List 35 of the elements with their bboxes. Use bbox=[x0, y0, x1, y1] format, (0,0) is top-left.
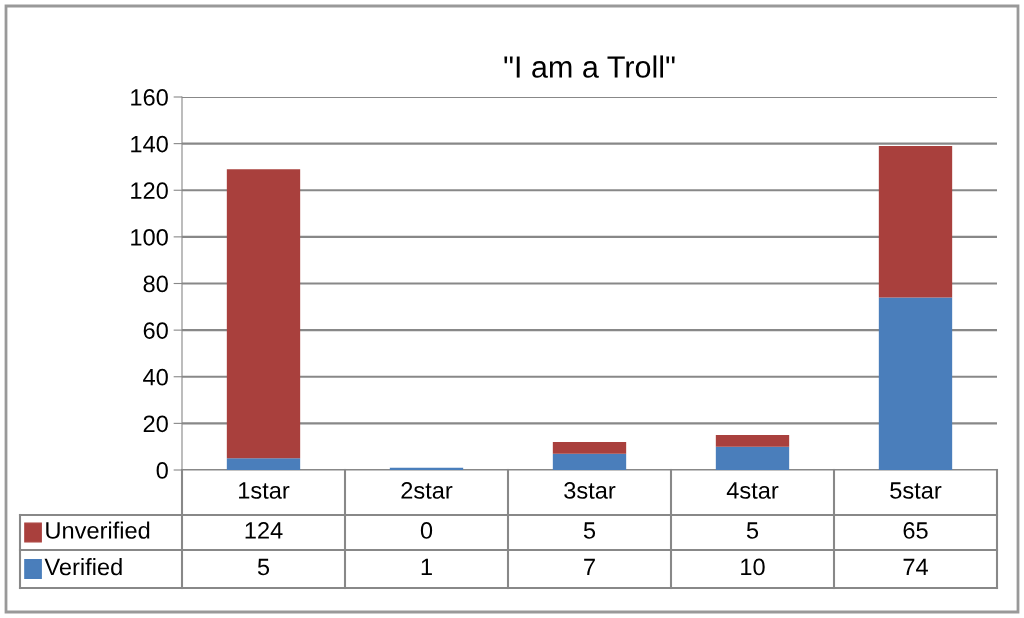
bar bbox=[552, 442, 627, 454]
y-tick-label: 40 bbox=[143, 368, 168, 386]
x-tick-label: 1star bbox=[239, 482, 290, 499]
data-label: 5 bbox=[257, 558, 270, 576]
y-tick-label: 20 bbox=[143, 415, 168, 433]
y-tick-label: 160 bbox=[131, 89, 168, 106]
x-tick-label: 2star bbox=[401, 482, 453, 499]
bar bbox=[226, 169, 301, 459]
legend-label: Verified bbox=[44, 557, 122, 576]
data-label: 1 bbox=[421, 558, 432, 576]
data-label: 7 bbox=[584, 558, 595, 576]
bar bbox=[552, 453, 627, 470]
legend-label: Unverified bbox=[46, 521, 150, 539]
data-label: 10 bbox=[741, 558, 765, 576]
bar bbox=[878, 297, 953, 470]
x-tick-label: 5star bbox=[890, 482, 942, 499]
bar bbox=[715, 435, 790, 447]
bar bbox=[878, 145, 953, 298]
x-tick-label: 4star bbox=[726, 482, 779, 499]
data-label: 5 bbox=[746, 522, 759, 539]
bar bbox=[715, 446, 790, 470]
data-label: 0 bbox=[420, 522, 433, 539]
data-label: 5 bbox=[583, 522, 596, 539]
y-tick-label: 60 bbox=[143, 322, 168, 339]
x-tick-label: 3star bbox=[564, 482, 616, 499]
data-label: 65 bbox=[903, 522, 928, 539]
data-label: 74 bbox=[903, 558, 928, 576]
bar bbox=[226, 458, 301, 470]
y-tick-label: 100 bbox=[131, 228, 168, 246]
chart-title: "I am a Troll" bbox=[504, 55, 675, 78]
y-tick-label: 80 bbox=[143, 275, 168, 293]
y-tick-label: 0 bbox=[156, 462, 168, 479]
y-tick-label: 140 bbox=[131, 135, 168, 153]
data-label: 124 bbox=[245, 522, 283, 539]
y-tick-label: 120 bbox=[131, 182, 168, 200]
